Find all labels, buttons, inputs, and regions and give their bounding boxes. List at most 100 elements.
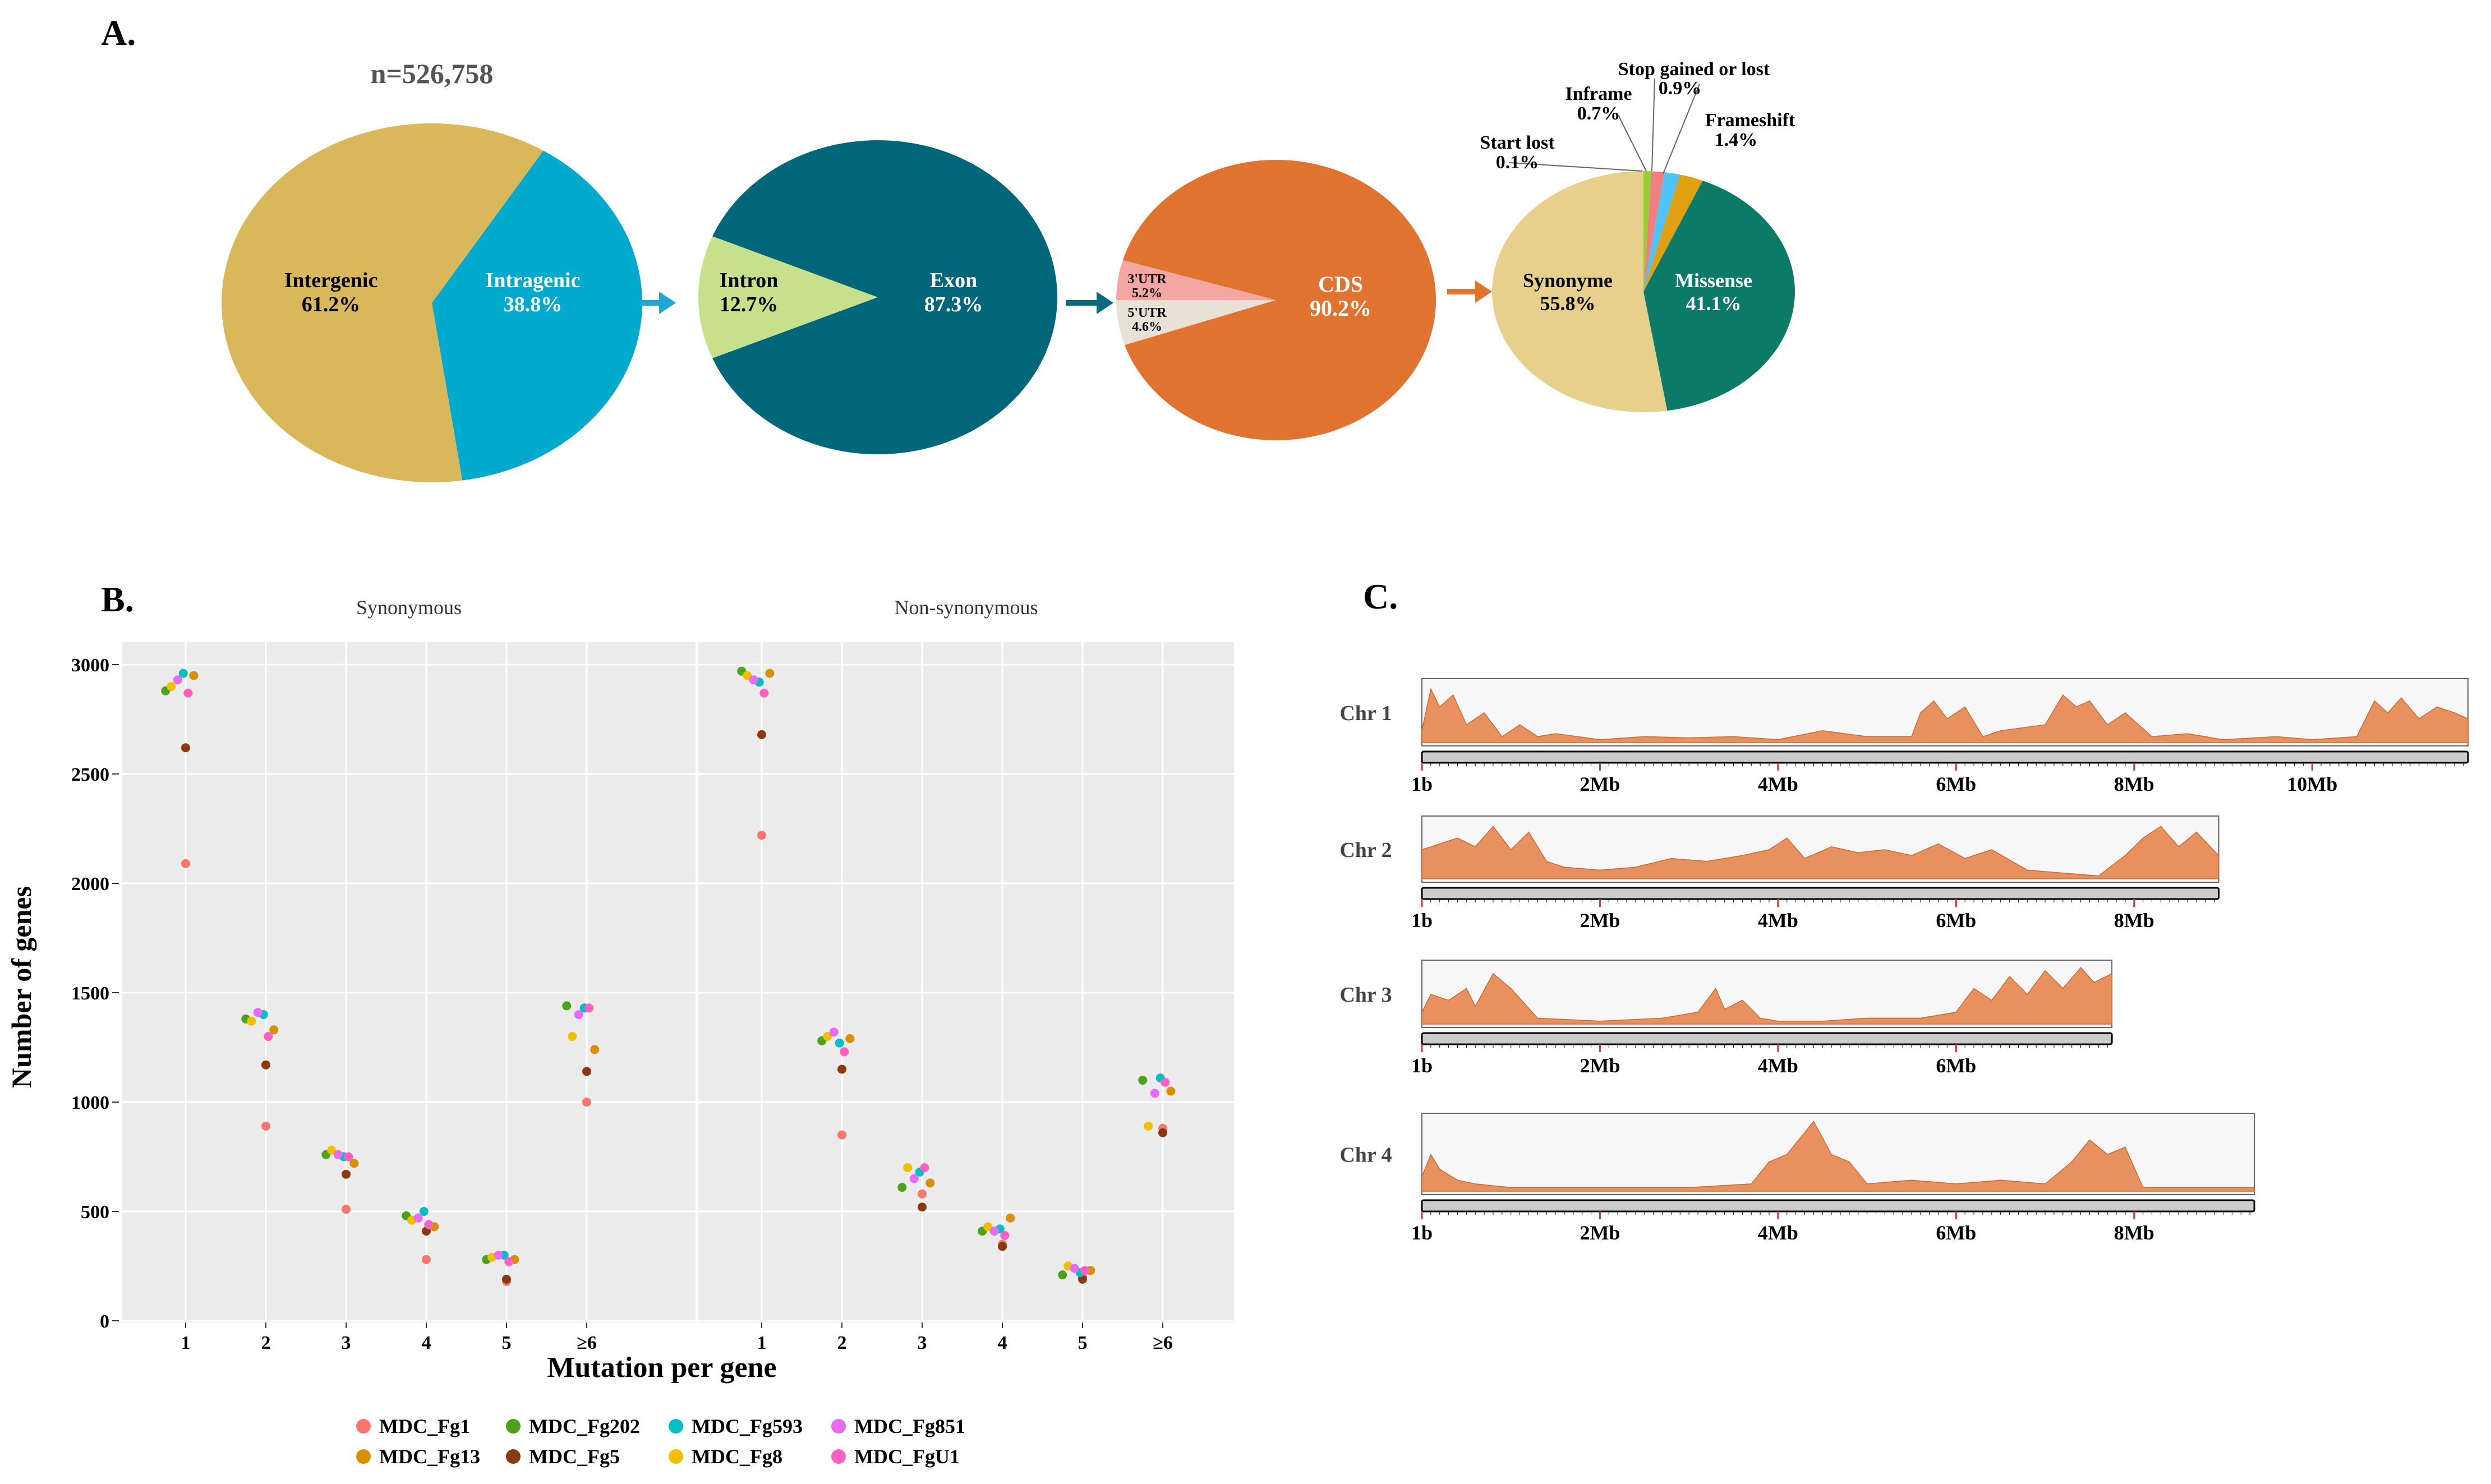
y-tick-label: 0 [100,1311,109,1332]
coverage-area [1421,826,2220,879]
ruler-label: 8Mb [2114,773,2154,795]
data-point [189,671,199,680]
slice-value-intragenic: 38.8% [504,293,563,316]
data-point [897,1183,907,1192]
data-point [903,1163,913,1172]
x-tick-label: 5 [1078,1333,1088,1353]
facet-strip-label: Non-synonymous [894,596,1038,619]
data-point [342,1205,351,1214]
x-tick-label: 3 [918,1333,927,1353]
slice-value-stop: 0.9% [1659,78,1702,99]
data-point [422,1255,431,1264]
data-point [837,1130,846,1140]
pie-slice-start-lost [1643,171,1652,292]
coverage-area [1421,1121,2255,1192]
data-point [989,1227,999,1236]
x-tick-label: 2 [261,1333,271,1353]
ruler-label: 2Mb [1580,1222,1620,1244]
slice-label-start-lost: Start lost [1480,132,1555,153]
slice-label-intragenic: Intragenic [486,269,581,292]
x-tick-label: 5 [502,1333,512,1353]
slice-value-3utr: 5.2% [1132,286,1162,301]
data-point [419,1207,429,1216]
pie-slice-cds [1122,159,1436,440]
pie-slice-intergenic [221,123,544,482]
slice-label-intron: Intron [720,269,779,292]
ruler-label: 1b [1411,773,1433,795]
pie-title: n=526,758 [371,58,494,89]
data-point [1158,1128,1167,1137]
slice-value-cds: 90.2% [1310,296,1371,321]
data-point [829,1027,839,1037]
chromosome-label: Chr 2 [1339,838,1392,862]
chromosome-label: Chr 4 [1339,1144,1392,1167]
facet-background [698,642,1234,1322]
data-point [261,1060,270,1070]
ruler-label: 1b [1411,1222,1433,1244]
slice-label-exon: Exon [930,269,977,292]
slice-label-intergenic: Intergenic [284,269,378,292]
legend-swatch [669,1419,683,1434]
pie-slice-inframe [1643,171,1665,292]
pie-slice-stop-gained-or-lost [1643,172,1680,292]
slice-label-missense: Missense [1675,269,1752,292]
legend-swatch [506,1449,521,1464]
ruler-label: 2Mb [1580,773,1620,795]
slice-label-cds: CDS [1318,271,1363,297]
legend-swatch [831,1449,846,1464]
data-point [823,1032,832,1041]
leader-start-lost [1508,162,1643,172]
slice-label-frameshift: Frameshift [1705,110,1795,131]
data-point [173,675,182,685]
legend-swatch [356,1449,371,1464]
ruler-label: 8Mb [2114,909,2154,932]
slice-value-intron: 12.7% [720,293,779,316]
panel-label-c: C. [1363,577,1398,616]
legend-label: MDC_Fg851 [854,1415,965,1437]
pie-slice-exon [712,140,1058,454]
slice-value-start-lost: 0.1% [1496,152,1539,173]
legend-swatch [506,1419,521,1434]
legend-label: MDC_Fg8 [692,1445,782,1468]
data-point [743,671,752,680]
ruler-label: 6Mb [1936,1222,1976,1244]
data-point [1150,1089,1159,1098]
data-point [1070,1264,1079,1273]
x-tick-label: ≥6 [1153,1333,1173,1353]
data-point [494,1251,503,1260]
y-tick-label: 1000 [71,1093,109,1113]
data-point [261,1121,270,1131]
data-point [1006,1213,1015,1223]
chromosome-label: Chr 1 [1339,702,1392,725]
pie-slice-frameshift [1643,174,1703,292]
data-point [584,1003,594,1013]
slice-label-3utr: 3'UTR [1127,272,1167,287]
x-axis-title: Mutation per gene [547,1352,776,1384]
slice-value-5utr: 4.6% [1132,320,1162,334]
data-point [344,1152,353,1162]
data-point [424,1220,434,1229]
x-tick-label: ≥6 [577,1333,597,1353]
slice-value-inframe: 0.7% [1577,103,1620,124]
data-point [253,1008,263,1017]
legend-label: MDC_Fg5 [529,1445,620,1468]
ruler-label: 1b [1411,1054,1433,1077]
data-point [1138,1076,1148,1085]
data-point [183,688,193,698]
data-point [504,1257,514,1266]
ruler-label: 4Mb [1758,773,1798,795]
data-point [920,1163,929,1172]
y-tick-label: 500 [81,1202,109,1223]
data-point [574,1010,583,1019]
slice-value-intergenic: 61.2% [302,293,361,316]
leader-inframe [1618,114,1647,172]
chromosome-bar [1421,1199,2255,1213]
ruler-label: 6Mb [1936,909,1976,932]
data-point [269,1025,279,1035]
panel-label-b: B. [101,579,134,619]
ruler-label: 8Mb [2114,1222,2154,1244]
data-point [562,1001,572,1011]
ruler-label: 2Mb [1580,909,1620,932]
